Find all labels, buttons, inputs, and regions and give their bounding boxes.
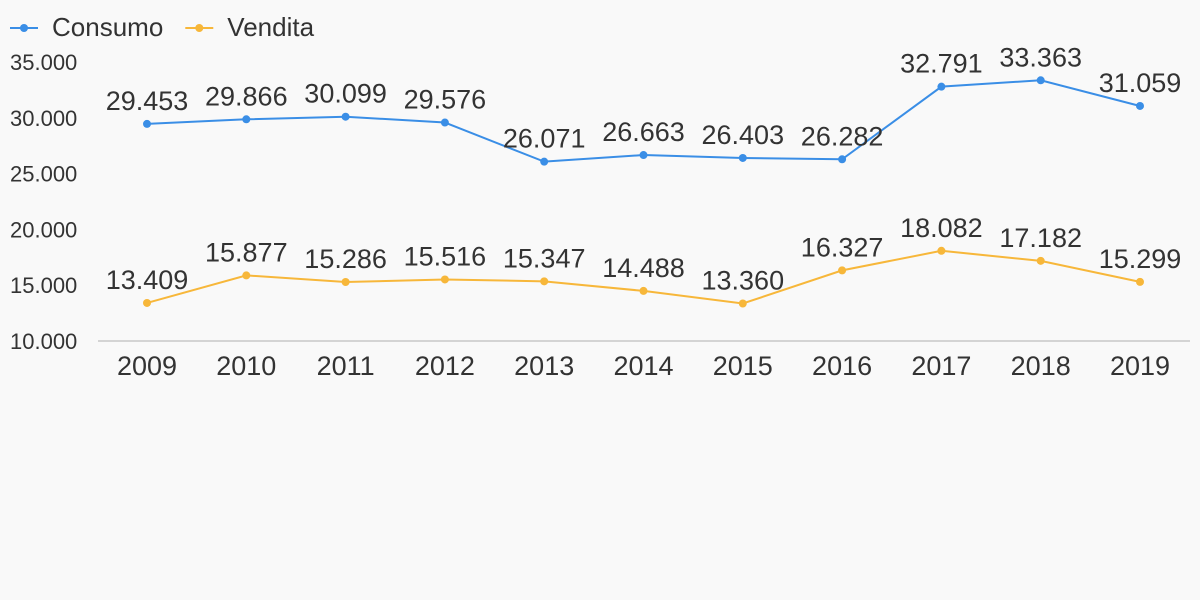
x-tick-label: 2009: [117, 351, 177, 381]
data-point-vendita: [838, 266, 847, 275]
x-tick-label: 2017: [911, 351, 971, 381]
data-point-vendita: [1036, 256, 1045, 265]
data-point-vendita: [639, 286, 648, 295]
legend-swatch-marker: [20, 24, 28, 32]
data-label-consumo: 29.576: [404, 85, 487, 115]
data-point-consumo: [143, 119, 151, 128]
data-label-consumo: 26.071: [503, 124, 586, 154]
legend-label: Consumo: [52, 12, 163, 42]
data-label-vendita: 15.516: [404, 241, 487, 271]
data-label-vendita: 15.299: [1099, 244, 1182, 274]
data-point-vendita: [242, 271, 251, 280]
data-label-vendita: 15.347: [503, 243, 586, 273]
x-tick-label: 2013: [514, 351, 574, 381]
legend-item-vendita: Vendita: [185, 12, 315, 42]
data-label-consumo: 26.282: [801, 121, 884, 151]
series-vendita: [143, 246, 1144, 308]
y-tick-label: 10.000: [10, 329, 77, 354]
data-point-consumo: [440, 118, 449, 127]
data-point-vendita: [341, 278, 350, 287]
data-point-vendita: [440, 275, 449, 284]
legend-swatch-marker: [195, 24, 204, 32]
data-point-consumo: [341, 112, 350, 121]
data-label-vendita: 17.182: [999, 223, 1082, 253]
data-label-vendita: 18.082: [900, 213, 983, 243]
data-label-consumo: 32.791: [900, 49, 983, 79]
data-point-consumo: [738, 153, 747, 162]
data-point-vendita: [738, 299, 747, 308]
y-tick-label: 30.000: [10, 106, 77, 131]
series-group: [143, 76, 1144, 308]
data-point-consumo: [937, 82, 946, 91]
y-tick-label: 20.000: [10, 217, 77, 242]
x-tick-label: 2014: [613, 351, 673, 381]
y-tick-label: 35.000: [10, 50, 77, 75]
data-label-vendita: 13.360: [702, 266, 785, 296]
data-labels: 29.453 29.866 30.099 29.576 26.071 26.663 26.4…: [106, 42, 1182, 295]
data-point-consumo: [1136, 101, 1144, 110]
data-label-vendita: 15.286: [304, 244, 387, 274]
data-label-vendita: 14.488: [602, 253, 685, 283]
data-label-vendita: 16.327: [801, 232, 884, 262]
series-consumo: [143, 76, 1144, 166]
data-label-consumo: 29.866: [205, 81, 288, 111]
data-label-consumo: 30.099: [304, 79, 387, 109]
x-tick-label: 2015: [713, 351, 773, 381]
data-label-vendita: 15.877: [205, 237, 288, 267]
y-tick-label: 15.000: [10, 273, 77, 298]
x-axis: 2009 2010 2011 2012 2013 2014 2015 2016 2017 2018…: [98, 340, 1190, 381]
data-label-consumo: 31.059: [1099, 68, 1182, 98]
data-label-consumo: 26.403: [702, 120, 785, 150]
data-label-vendita: 13.409: [106, 265, 189, 295]
x-tick-label: 2018: [1011, 351, 1071, 381]
data-point-consumo: [639, 151, 648, 160]
x-tick-label: 2012: [415, 351, 475, 381]
legend-label: Vendita: [227, 12, 314, 42]
data-point-consumo: [838, 155, 847, 164]
data-point-vendita: [143, 298, 151, 307]
data-point-vendita: [937, 246, 946, 255]
y-tick-label: 25.000: [10, 162, 77, 187]
data-label-consumo: 29.453: [106, 86, 189, 116]
legend-item-consumo: Consumo: [10, 12, 163, 42]
x-tick-label: 2019: [1110, 351, 1170, 381]
data-point-consumo: [242, 115, 251, 124]
x-tick-label: 2011: [317, 351, 375, 381]
legend: Consumo Vendita: [10, 12, 315, 42]
data-point-consumo: [1036, 76, 1045, 85]
x-tick-label: 2016: [812, 351, 872, 381]
data-point-vendita: [1136, 277, 1144, 286]
data-point-consumo: [540, 157, 549, 166]
data-point-vendita: [540, 277, 549, 286]
y-axis: 10.000 15.000 20.000 25.000 30.000 35.000: [10, 50, 77, 354]
data-label-consumo: 33.363: [999, 42, 1082, 72]
x-tick-label: 2010: [216, 351, 276, 381]
data-label-consumo: 26.663: [602, 117, 685, 147]
